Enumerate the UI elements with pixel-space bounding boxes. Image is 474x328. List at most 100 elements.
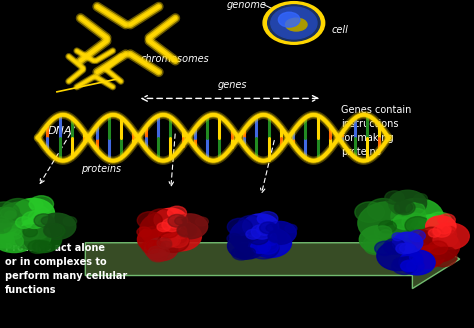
Circle shape: [12, 198, 55, 228]
Circle shape: [232, 247, 251, 260]
Circle shape: [438, 214, 456, 226]
Circle shape: [268, 5, 320, 41]
Circle shape: [264, 236, 277, 245]
Circle shape: [379, 220, 427, 253]
Circle shape: [38, 213, 76, 239]
Text: genome: genome: [227, 0, 266, 10]
Circle shape: [168, 206, 186, 219]
Circle shape: [148, 209, 175, 228]
Circle shape: [44, 223, 64, 238]
Circle shape: [251, 238, 269, 251]
Circle shape: [174, 230, 187, 239]
Circle shape: [249, 228, 292, 257]
Circle shape: [167, 217, 182, 228]
Circle shape: [0, 202, 55, 244]
Circle shape: [406, 203, 425, 216]
Circle shape: [44, 224, 65, 238]
Circle shape: [137, 212, 162, 229]
Circle shape: [399, 250, 435, 275]
Circle shape: [408, 244, 422, 254]
Circle shape: [364, 239, 386, 255]
Circle shape: [167, 209, 178, 217]
Circle shape: [426, 216, 456, 237]
Text: Genes contain
instructions
for making
proteins: Genes contain instructions for making pr…: [341, 105, 411, 157]
Circle shape: [251, 240, 271, 254]
Circle shape: [419, 227, 444, 244]
Circle shape: [392, 257, 417, 275]
Circle shape: [395, 201, 412, 214]
Circle shape: [375, 241, 395, 256]
Circle shape: [260, 222, 277, 234]
Circle shape: [392, 194, 404, 202]
Circle shape: [382, 226, 404, 241]
Circle shape: [0, 216, 9, 229]
Circle shape: [393, 213, 418, 230]
Text: cell: cell: [332, 25, 349, 34]
Circle shape: [409, 230, 425, 242]
Circle shape: [177, 223, 197, 237]
Circle shape: [178, 224, 194, 236]
Circle shape: [0, 202, 19, 222]
Circle shape: [428, 241, 447, 255]
Circle shape: [146, 240, 164, 252]
Circle shape: [401, 260, 418, 272]
Circle shape: [367, 198, 399, 221]
Circle shape: [0, 208, 16, 218]
Circle shape: [407, 260, 424, 272]
Circle shape: [142, 240, 161, 254]
Circle shape: [439, 234, 458, 246]
Circle shape: [392, 232, 423, 253]
Circle shape: [22, 211, 47, 228]
Circle shape: [266, 224, 277, 232]
Circle shape: [364, 236, 384, 250]
Circle shape: [392, 224, 414, 239]
Circle shape: [445, 230, 456, 238]
Circle shape: [5, 211, 16, 219]
Circle shape: [383, 239, 405, 254]
Text: chromosomes: chromosomes: [141, 54, 210, 64]
Circle shape: [359, 226, 399, 253]
Circle shape: [159, 221, 201, 251]
Circle shape: [157, 238, 172, 248]
Circle shape: [410, 209, 426, 220]
Circle shape: [433, 234, 451, 246]
Text: DNA: DNA: [47, 126, 72, 136]
Circle shape: [16, 217, 33, 229]
Circle shape: [243, 248, 255, 256]
Circle shape: [33, 240, 50, 252]
Circle shape: [438, 217, 448, 224]
Circle shape: [377, 241, 419, 271]
Circle shape: [412, 230, 460, 262]
Circle shape: [0, 233, 15, 248]
Circle shape: [161, 234, 181, 247]
Circle shape: [23, 227, 37, 237]
Circle shape: [162, 218, 182, 232]
Circle shape: [358, 202, 419, 244]
Circle shape: [0, 233, 23, 249]
Circle shape: [263, 221, 296, 244]
Circle shape: [243, 214, 279, 239]
Text: genes: genes: [218, 80, 247, 90]
Circle shape: [228, 218, 252, 236]
Circle shape: [168, 233, 188, 248]
Circle shape: [251, 241, 268, 253]
Circle shape: [149, 249, 167, 262]
Circle shape: [380, 225, 416, 250]
Circle shape: [24, 226, 62, 253]
Circle shape: [389, 190, 427, 216]
Circle shape: [248, 230, 269, 245]
Circle shape: [438, 224, 451, 234]
Circle shape: [420, 227, 446, 245]
Circle shape: [172, 214, 208, 239]
Circle shape: [390, 237, 411, 252]
Circle shape: [417, 257, 433, 268]
Circle shape: [161, 235, 178, 247]
Circle shape: [409, 243, 445, 268]
Circle shape: [17, 226, 39, 241]
Circle shape: [137, 227, 151, 237]
Circle shape: [157, 222, 170, 232]
Ellipse shape: [285, 18, 307, 31]
Circle shape: [248, 237, 279, 259]
Circle shape: [410, 215, 453, 244]
Circle shape: [396, 243, 411, 254]
